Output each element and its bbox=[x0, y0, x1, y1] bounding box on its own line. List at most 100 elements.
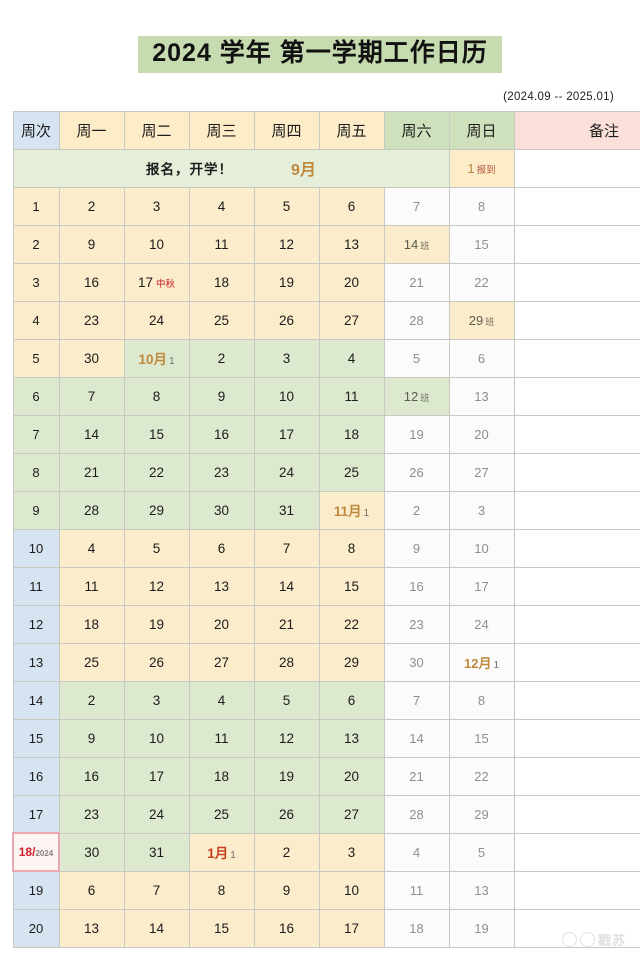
weekday-day-cell[interactable]: 2 bbox=[188, 338, 255, 378]
weekday-day-cell[interactable]: 17 bbox=[253, 414, 320, 454]
weekday-day-cell[interactable]: 14 bbox=[58, 414, 125, 454]
weekday-day-cell[interactable]: 21 bbox=[58, 452, 125, 492]
weekday-day-cell[interactable]: 30 bbox=[188, 490, 255, 530]
weekday-day-cell[interactable]: 24 bbox=[123, 300, 190, 340]
weekday-day-cell[interactable]: 17 bbox=[318, 908, 385, 948]
weekday-day-cell[interactable]: 7 bbox=[58, 376, 125, 416]
weekend-day-cell[interactable]: 22 bbox=[448, 756, 515, 796]
note-cell[interactable] bbox=[513, 680, 640, 720]
weekday-day-cell[interactable]: 2 bbox=[253, 832, 320, 872]
weekday-day-cell[interactable]: 29 bbox=[318, 642, 385, 682]
weekday-day-cell[interactable]: 24 bbox=[123, 794, 190, 834]
weekday-day-cell[interactable]: 25 bbox=[188, 794, 255, 834]
weekday-day-cell[interactable]: 1月 1 bbox=[188, 832, 255, 872]
weekday-day-cell[interactable]: 12 bbox=[253, 224, 320, 264]
weekday-day-cell[interactable]: 6 bbox=[318, 680, 385, 720]
weekday-day-cell[interactable]: 10 bbox=[253, 376, 320, 416]
weekday-day-cell[interactable]: 13 bbox=[188, 566, 255, 606]
weekday-day-cell[interactable]: 18 bbox=[58, 604, 125, 644]
weekday-day-cell[interactable]: 8 bbox=[318, 528, 385, 568]
weekend-day-cell[interactable]: 9 bbox=[383, 528, 450, 568]
weekday-day-cell[interactable]: 23 bbox=[58, 794, 125, 834]
weekday-day-cell[interactable]: 11 bbox=[58, 566, 125, 606]
weekend-day-cell[interactable]: 21 bbox=[383, 756, 450, 796]
weekend-day-cell[interactable]: 13 bbox=[448, 870, 515, 910]
weekday-day-cell[interactable]: 8 bbox=[188, 870, 255, 910]
weekend-day-cell[interactable]: 6 bbox=[448, 338, 515, 378]
weekday-day-cell[interactable]: 16 bbox=[58, 262, 125, 302]
weekday-day-cell[interactable]: 16 bbox=[188, 414, 255, 454]
note-cell[interactable] bbox=[513, 794, 640, 834]
weekend-day-cell[interactable]: 16 bbox=[383, 566, 450, 606]
note-cell[interactable] bbox=[513, 718, 640, 758]
weekday-day-cell[interactable]: 23 bbox=[188, 452, 255, 492]
note-cell[interactable] bbox=[513, 338, 640, 378]
weekday-day-cell[interactable]: 6 bbox=[188, 528, 255, 568]
weekday-day-cell[interactable]: 3 bbox=[123, 680, 190, 720]
weekday-day-cell[interactable]: 15 bbox=[188, 908, 255, 948]
weekend-day-cell[interactable]: 14 班 bbox=[383, 224, 450, 264]
weekday-day-cell[interactable]: 22 bbox=[123, 452, 190, 492]
weekday-day-cell[interactable]: 2 bbox=[58, 680, 125, 720]
weekday-day-cell[interactable]: 29 bbox=[123, 490, 190, 530]
weekday-day-cell[interactable]: 31 bbox=[253, 490, 320, 530]
weekend-day-cell[interactable]: 7 bbox=[383, 680, 450, 720]
weekend-day-cell[interactable]: 15 bbox=[448, 224, 515, 264]
weekday-day-cell[interactable]: 28 bbox=[253, 642, 320, 682]
weekend-day-cell[interactable]: 8 bbox=[448, 186, 515, 226]
weekday-day-cell[interactable]: 7 bbox=[253, 528, 320, 568]
weekday-day-cell[interactable]: 3 bbox=[318, 832, 385, 872]
weekend-day-cell[interactable]: 8 bbox=[448, 680, 515, 720]
note-cell[interactable] bbox=[513, 832, 640, 872]
weekend-day-cell[interactable]: 19 bbox=[383, 414, 450, 454]
note-cell[interactable] bbox=[513, 566, 640, 606]
weekday-day-cell[interactable]: 6 bbox=[58, 870, 125, 910]
weekend-day-cell[interactable]: 13 bbox=[448, 376, 515, 416]
weekday-day-cell[interactable]: 25 bbox=[188, 300, 255, 340]
weekday-day-cell[interactable]: 13 bbox=[58, 908, 125, 948]
weekend-day-cell[interactable]: 28 bbox=[383, 794, 450, 834]
note-cell[interactable] bbox=[513, 300, 640, 340]
weekend-day-cell[interactable]: 23 bbox=[383, 604, 450, 644]
note-cell[interactable] bbox=[513, 490, 640, 530]
note-cell[interactable] bbox=[513, 528, 640, 568]
weekday-day-cell[interactable]: 16 bbox=[58, 756, 125, 796]
weekday-day-cell[interactable]: 2 bbox=[58, 186, 125, 226]
weekday-day-cell[interactable]: 14 bbox=[253, 566, 320, 606]
weekday-day-cell[interactable]: 27 bbox=[188, 642, 255, 682]
note-cell[interactable] bbox=[513, 604, 640, 644]
weekday-day-cell[interactable]: 24 bbox=[253, 452, 320, 492]
weekend-day-cell[interactable]: 4 bbox=[383, 832, 450, 872]
weekday-day-cell[interactable]: 26 bbox=[123, 642, 190, 682]
weekend-day-cell[interactable]: 17 bbox=[448, 566, 515, 606]
weekday-day-cell[interactable]: 30 bbox=[58, 832, 125, 872]
weekday-day-cell[interactable]: 21 bbox=[253, 604, 320, 644]
weekday-day-cell[interactable]: 5 bbox=[253, 680, 320, 720]
weekend-day-cell[interactable]: 12 班 bbox=[383, 376, 450, 416]
weekday-day-cell[interactable]: 27 bbox=[318, 794, 385, 834]
weekday-day-cell[interactable]: 25 bbox=[318, 452, 385, 492]
weekday-day-cell[interactable]: 20 bbox=[188, 604, 255, 644]
weekend-day-cell[interactable]: 7 bbox=[383, 186, 450, 226]
weekday-day-cell[interactable]: 7 bbox=[123, 870, 190, 910]
weekday-day-cell[interactable]: 3 bbox=[123, 186, 190, 226]
weekday-day-cell[interactable]: 27 bbox=[318, 300, 385, 340]
weekend-day-cell[interactable]: 10 bbox=[448, 528, 515, 568]
weekday-day-cell[interactable]: 19 bbox=[253, 262, 320, 302]
weekday-day-cell[interactable]: 31 bbox=[123, 832, 190, 872]
note-cell[interactable] bbox=[513, 224, 640, 264]
weekday-day-cell[interactable]: 12 bbox=[253, 718, 320, 758]
note-cell[interactable] bbox=[513, 262, 640, 302]
weekday-day-cell[interactable]: 28 bbox=[58, 490, 125, 530]
weekday-day-cell[interactable]: 10 bbox=[318, 870, 385, 910]
weekend-day-cell[interactable]: 26 bbox=[383, 452, 450, 492]
weekday-day-cell[interactable]: 11月 1 bbox=[318, 490, 385, 530]
weekday-day-cell[interactable]: 18 bbox=[318, 414, 385, 454]
weekend-day-cell[interactable]: 12月 1 bbox=[448, 642, 515, 682]
weekend-day-cell[interactable]: 15 bbox=[448, 718, 515, 758]
note-cell[interactable] bbox=[513, 870, 640, 910]
weekday-day-cell[interactable]: 25 bbox=[58, 642, 125, 682]
weekday-day-cell[interactable]: 23 bbox=[58, 300, 125, 340]
weekday-day-cell[interactable]: 16 bbox=[253, 908, 320, 948]
weekend-day-cell[interactable]: 19 bbox=[448, 908, 515, 948]
